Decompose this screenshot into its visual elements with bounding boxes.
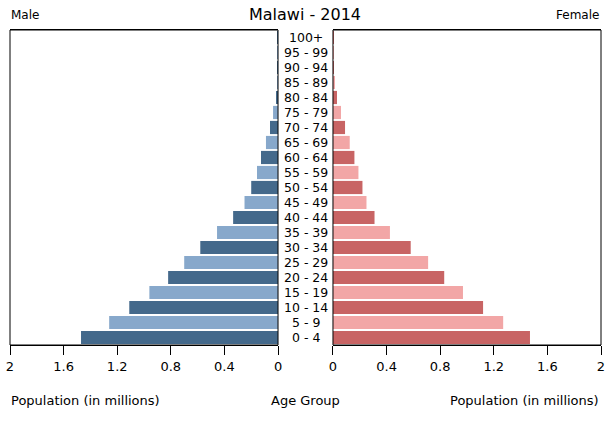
svg-text:Population (in millions): Population (in millions): [450, 393, 599, 408]
svg-text:Population (in millions): Population (in millions): [11, 393, 160, 408]
svg-text:85 - 89: 85 - 89: [284, 75, 328, 90]
svg-text:20 - 24: 20 - 24: [284, 270, 328, 285]
svg-text:2: 2: [597, 359, 605, 374]
svg-text:55 - 59: 55 - 59: [284, 165, 328, 180]
svg-text:1.6: 1.6: [537, 359, 558, 374]
svg-text:90 - 94: 90 - 94: [284, 60, 328, 75]
svg-text:0.8: 0.8: [160, 359, 181, 374]
svg-text:1.2: 1.2: [107, 359, 128, 374]
svg-text:1.6: 1.6: [53, 359, 74, 374]
svg-text:0.4: 0.4: [214, 359, 235, 374]
svg-text:5 - 9: 5 - 9: [292, 315, 320, 330]
svg-text:Male: Male: [11, 8, 39, 22]
svg-text:25 - 29: 25 - 29: [284, 255, 328, 270]
svg-text:0: 0: [329, 359, 337, 374]
svg-text:40 - 44: 40 - 44: [284, 210, 328, 225]
svg-text:Age Group: Age Group: [271, 393, 340, 408]
svg-text:35 - 39: 35 - 39: [284, 225, 328, 240]
svg-text:1.2: 1.2: [483, 359, 504, 374]
svg-text:0.4: 0.4: [376, 359, 397, 374]
svg-text:65 - 69: 65 - 69: [284, 135, 328, 150]
svg-text:45 - 49: 45 - 49: [284, 195, 328, 210]
svg-text:80 - 84: 80 - 84: [284, 90, 328, 105]
svg-text:0 - 4: 0 - 4: [292, 330, 320, 345]
svg-text:100+: 100+: [289, 30, 323, 45]
svg-text:60 - 64: 60 - 64: [284, 150, 328, 165]
svg-text:Female: Female: [556, 8, 599, 22]
svg-text:0: 0: [274, 359, 282, 374]
svg-text:15 - 19: 15 - 19: [284, 285, 328, 300]
svg-text:95 - 99: 95 - 99: [284, 45, 328, 60]
svg-text:30 - 34: 30 - 34: [284, 240, 328, 255]
svg-text:2: 2: [6, 359, 14, 374]
svg-text:0.8: 0.8: [430, 359, 451, 374]
svg-text:10 - 14: 10 - 14: [284, 300, 328, 315]
svg-text:70 - 74: 70 - 74: [284, 120, 328, 135]
svg-text:50 - 54: 50 - 54: [284, 180, 328, 195]
svg-text:75 - 79: 75 - 79: [284, 105, 328, 120]
svg-text:Malawi - 2014: Malawi - 2014: [249, 5, 361, 24]
